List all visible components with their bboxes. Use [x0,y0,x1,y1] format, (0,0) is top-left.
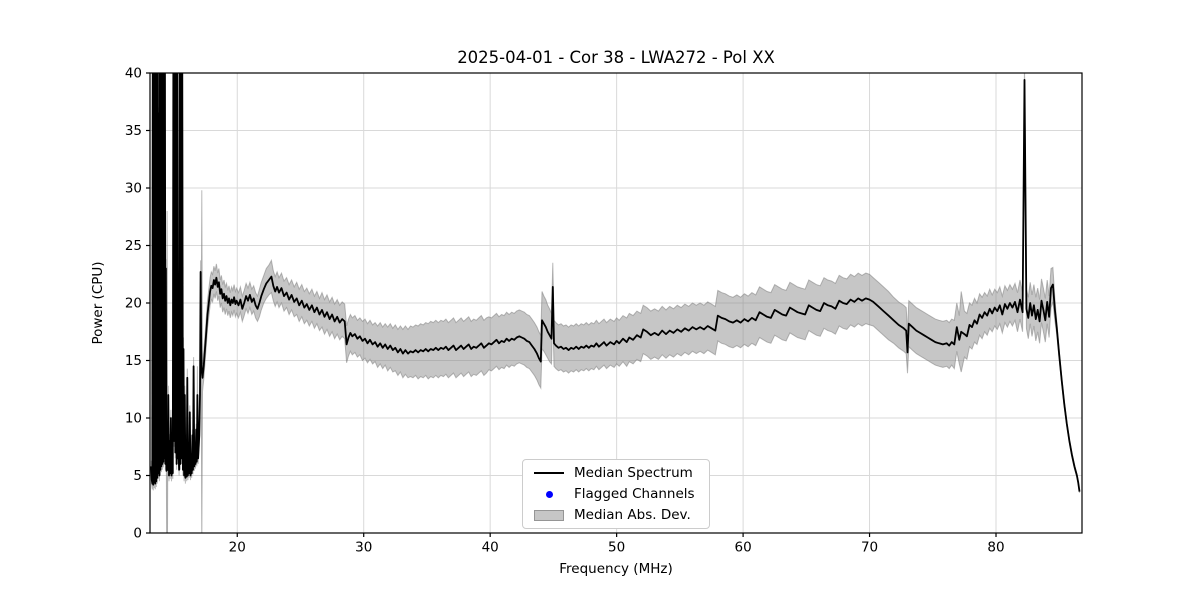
legend: Median Spectrum Flagged Channels Median … [522,459,710,529]
y-tick-label: 40 [125,66,142,82]
x-axis-label: Frequency (MHz) [559,561,673,577]
tick-labels: 20 30 40 50 60 70 80 0 5 10 15 20 25 30 35 40 [125,66,1005,556]
plot-title: 2025-04-01 - Cor 38 - LWA272 - Pol XX [457,48,775,67]
mad-band [150,73,1080,533]
y-tick-label: 0 [133,526,142,542]
median-spectrum-line-swatch [533,472,565,474]
x-tick-label: 50 [608,540,625,556]
y-tick-label: 5 [133,468,142,484]
grid [150,72,1082,534]
median-spectrum-line [150,73,1081,492]
y-tick-label: 30 [125,181,142,197]
x-tick-label: 20 [229,540,246,556]
legend-item-median-spectrum: Median Spectrum [533,464,699,482]
legend-label-mad-band: Median Abs. Dev. [574,507,691,523]
ticks [146,72,997,537]
x-tick-label: 70 [861,540,878,556]
y-tick-label: 10 [125,411,142,427]
y-tick-label: 20 [125,296,142,312]
legend-item-flagged-channels: Flagged Channels [533,485,699,503]
x-tick-label: 80 [987,540,1004,556]
mad-band-patch-swatch [533,509,565,521]
legend-item-mad-band: Median Abs. Dev. [533,506,699,524]
legend-label-flagged-channels: Flagged Channels [574,486,695,502]
flagged-channels-dot-swatch [533,490,565,498]
legend-label-median-spectrum: Median Spectrum [574,465,693,481]
y-tick-label: 15 [125,353,142,369]
y-tick-label: 35 [125,123,142,139]
x-tick-label: 60 [734,540,751,556]
x-tick-label: 40 [482,540,499,556]
x-tick-label: 30 [355,540,372,556]
y-tick-label: 25 [125,238,142,254]
